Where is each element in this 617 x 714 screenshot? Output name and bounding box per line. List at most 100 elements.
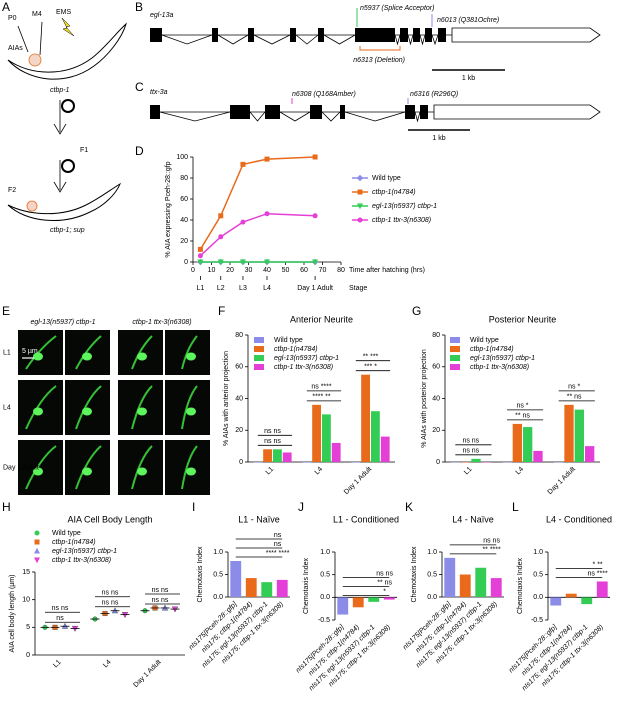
intron xyxy=(323,34,356,45)
micrographs xyxy=(18,330,210,495)
legend-marker xyxy=(34,539,40,545)
x-tick-label: 50 xyxy=(282,267,290,274)
significance-label: ns ns xyxy=(264,438,281,445)
legend-label: ctbp-1 ttx-3(n6308) xyxy=(372,217,431,224)
legend-label: ctbp-1(n4784) xyxy=(52,539,96,546)
series-line xyxy=(199,156,316,250)
point xyxy=(218,234,224,240)
bar xyxy=(596,581,608,598)
legend-label: ctbp-1(n4784) xyxy=(470,346,514,353)
bar xyxy=(459,574,471,597)
neuron-signal xyxy=(75,445,102,490)
exon xyxy=(438,28,446,42)
y-axis-label: Chemotaxis Index xyxy=(411,546,418,603)
neuron-signal xyxy=(75,385,102,430)
intron xyxy=(295,34,319,45)
micrograph xyxy=(18,380,63,435)
x-tick-label: 10 xyxy=(208,267,216,274)
x-tick-label: L4 xyxy=(515,466,526,477)
bar xyxy=(331,442,341,462)
label: EMS xyxy=(56,9,72,16)
aia-neurons xyxy=(28,53,42,67)
y-tick-label: 40 xyxy=(180,217,188,224)
legend-swatch xyxy=(254,346,264,352)
point xyxy=(264,259,270,266)
bar xyxy=(261,582,273,597)
y-tick-label: 20 xyxy=(180,238,188,245)
y-tick-label: 1.0 xyxy=(427,549,437,556)
y-tick-label: 60 xyxy=(432,364,440,371)
bar xyxy=(272,449,282,462)
y-axis-label: AIA cell body length (µm) xyxy=(9,575,16,653)
panel-label: G xyxy=(412,304,421,318)
point xyxy=(312,213,318,219)
label: AIAs xyxy=(8,45,23,52)
point xyxy=(264,211,270,217)
exon xyxy=(150,28,162,42)
point xyxy=(197,259,204,266)
bar xyxy=(471,458,481,462)
significance-label: ns ns xyxy=(102,590,119,597)
x-tick-label: nIs175; egl-13(n5937) ctbp-1 xyxy=(521,624,590,693)
mutation-label: n6316 (R296Q) xyxy=(410,91,458,98)
bar xyxy=(368,597,380,602)
scale-label: 1 kb xyxy=(432,135,445,142)
chart-title: Anterior Neurite xyxy=(290,314,353,324)
panel-label: D xyxy=(135,144,144,158)
bar xyxy=(475,567,487,597)
bar xyxy=(361,374,371,462)
intron xyxy=(321,111,341,122)
row-label: Day 1 Adult xyxy=(3,464,39,471)
exon xyxy=(425,28,432,42)
stage-tick-label: L4 xyxy=(263,285,271,292)
mutation-label: n6308 (Q168Amber) xyxy=(292,91,356,98)
neuron-signal xyxy=(181,385,198,430)
y-tick-label: 0 xyxy=(436,459,440,466)
exon xyxy=(355,28,395,42)
cell-body xyxy=(137,407,147,416)
neuron-signal xyxy=(131,445,153,490)
label: P0 xyxy=(8,15,17,22)
stage-tick-label: L1 xyxy=(197,285,205,292)
bar xyxy=(380,436,390,462)
y-tick-label: 20 xyxy=(235,427,243,434)
x-tick-label: Day 1 Adult xyxy=(132,659,162,689)
row-label: L4 xyxy=(3,404,11,411)
y-tick-label: 80 xyxy=(432,332,440,339)
panel-label: A xyxy=(2,0,10,14)
exon xyxy=(265,105,280,119)
exon xyxy=(318,28,324,42)
gene-name: ttx-3a xyxy=(150,89,168,96)
y-tick-label: 15 xyxy=(22,569,30,576)
cell-body xyxy=(82,352,92,361)
y-tick-label: 0 xyxy=(239,459,243,466)
x-tick-label: 80 xyxy=(337,267,345,274)
significance-label: ns ns xyxy=(483,538,500,545)
column-header: ctbp-1 ttx-3(n6308) xyxy=(132,319,191,326)
bar xyxy=(512,423,522,462)
cell-body xyxy=(33,352,43,361)
legend-swatch xyxy=(450,346,460,352)
scale-label: 5 µm xyxy=(22,348,38,355)
pointer xyxy=(39,21,43,56)
bar xyxy=(352,597,364,608)
significance-label: * ** xyxy=(593,561,603,568)
legend-label: egl-13(n5937) ctbp-1 xyxy=(52,548,117,555)
chart-title: Posterior Neurite xyxy=(489,314,557,324)
bar xyxy=(276,579,288,597)
cell-body xyxy=(82,407,92,416)
x-axis-label: Time after hatching (hrs) xyxy=(349,267,425,274)
bar xyxy=(370,411,380,462)
bar xyxy=(312,404,322,462)
bar xyxy=(321,414,331,462)
y-tick-label: 100 xyxy=(176,154,188,161)
micrograph xyxy=(65,330,110,375)
x-tick-label: 60 xyxy=(300,267,308,274)
deletion-bracket xyxy=(359,46,401,51)
mutation-label: n6313 (Deletion) xyxy=(353,57,405,64)
legend-marker xyxy=(357,217,363,223)
micrograph xyxy=(65,380,110,435)
exon-utr xyxy=(433,104,601,120)
label: F2 xyxy=(8,187,16,194)
